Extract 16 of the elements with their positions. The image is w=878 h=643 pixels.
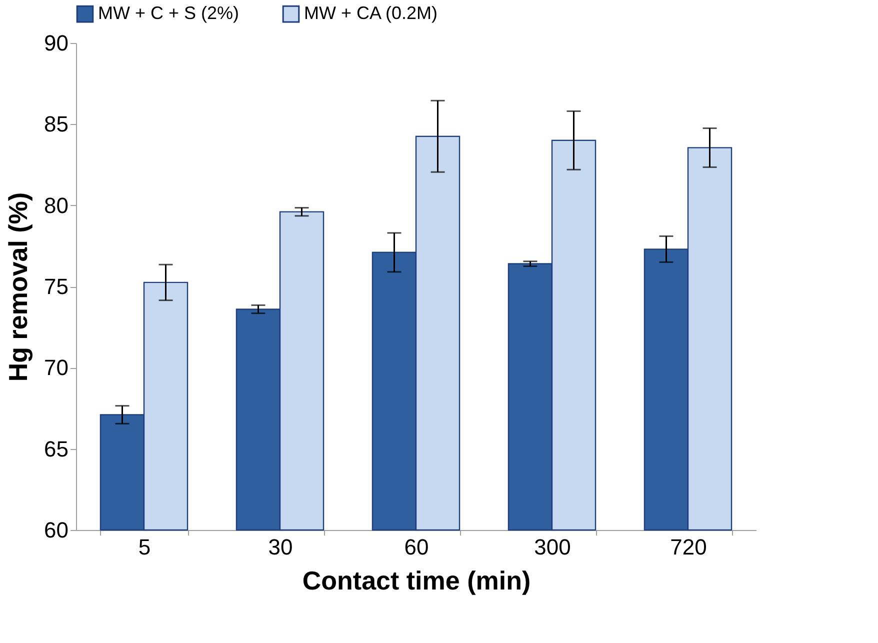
y-tick-label: 70 <box>44 355 68 380</box>
x-tick-label: 60 <box>404 534 429 560</box>
y-tick-label: 60 <box>44 518 68 542</box>
y-axis-title: Hg removal (%) <box>3 192 34 382</box>
x-axis-title: Contact time (min) <box>302 566 531 596</box>
y-tick-label: 90 <box>44 30 68 56</box>
legend-label: MW + C + S (2%) <box>98 3 240 24</box>
x-tick-label: 30 <box>268 534 293 560</box>
legend-label: MW + CA (0.2M) <box>304 3 438 24</box>
y-tick-label: 85 <box>44 112 68 137</box>
y-tick-label: 80 <box>44 192 68 218</box>
x-tick-label: 720 <box>670 534 707 560</box>
x-tick-label: 300 <box>534 534 571 560</box>
y-tick-label: 65 <box>44 436 68 462</box>
y-tick-label: 75 <box>44 274 68 299</box>
x-tick-label: 5 <box>138 534 151 560</box>
